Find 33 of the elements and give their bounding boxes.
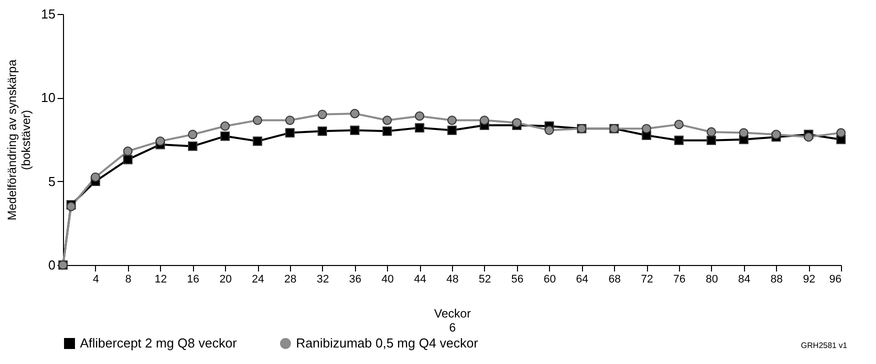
x-tick-label: 12 bbox=[154, 274, 167, 286]
legend-label: Ranibizumab 0,5 mg Q4 veckor bbox=[296, 336, 479, 351]
x-tick-label: 84 bbox=[738, 274, 750, 286]
x-tick-label: 28 bbox=[284, 274, 297, 286]
x-tick-label: 88 bbox=[770, 274, 783, 286]
x-tick-label: 92 bbox=[802, 274, 816, 286]
x-tick-label: 16 bbox=[187, 274, 200, 286]
y-tick-label: 15 bbox=[41, 6, 56, 22]
x-tick-label: 56 bbox=[511, 274, 524, 286]
x-tick-label: 44 bbox=[414, 274, 426, 286]
x-tick-label: 8 bbox=[125, 274, 132, 286]
x-tick-label: 32 bbox=[316, 274, 329, 286]
legend-label: Aflibercept 2 mg Q8 veckor bbox=[80, 336, 238, 351]
x-tick-label: 20 bbox=[219, 274, 232, 286]
text: GRH2581 v1 bbox=[800, 341, 848, 350]
y-axis-title: Medelförändring av synskärpa (bokstäver) bbox=[5, 59, 34, 220]
x-tick-label: 4 bbox=[92, 274, 99, 286]
y-tick-label: 5 bbox=[48, 174, 56, 189]
y-tick-label: 0 bbox=[48, 258, 56, 272]
x-tick-label: 96 bbox=[829, 274, 842, 286]
y-tick-label: 10 bbox=[41, 90, 56, 106]
x-tick-label: 76 bbox=[673, 274, 686, 286]
x-tick-label: 24 bbox=[252, 274, 264, 286]
x-tick-label: 80 bbox=[706, 274, 718, 286]
x-tick-label: 60 bbox=[544, 274, 556, 286]
x-tick-label: 64 bbox=[576, 274, 588, 286]
x-tick-label: 48 bbox=[446, 274, 459, 286]
x-tick-label: 68 bbox=[608, 274, 621, 286]
x-axis-title: Veckor 6 bbox=[434, 306, 471, 334]
x-tick-label: 52 bbox=[478, 274, 492, 286]
x-tick-label: 40 bbox=[382, 274, 394, 286]
x-tick-label: 72 bbox=[640, 274, 654, 286]
x-tick-label: 36 bbox=[349, 274, 362, 286]
